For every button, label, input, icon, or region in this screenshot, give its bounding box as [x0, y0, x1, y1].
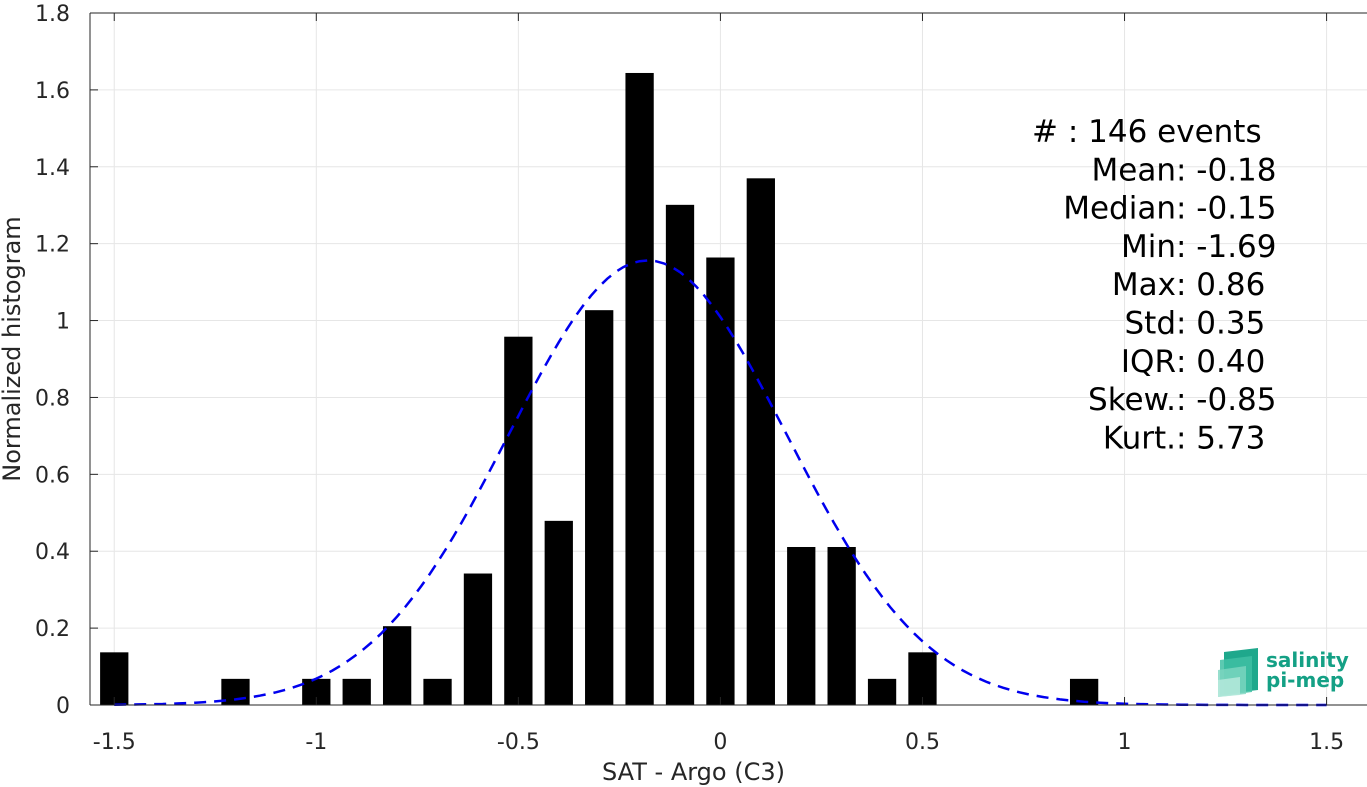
histogram-bar: [625, 72, 654, 706]
salinity-pi-mep-logo: salinity pi-mep: [1218, 648, 1349, 697]
histogram-bar: [827, 546, 856, 705]
histogram-bars: [100, 72, 1099, 706]
histogram-bar: [544, 520, 573, 705]
x-tick-label: 1: [1118, 730, 1132, 755]
stats-line-label: Max: [1112, 267, 1176, 303]
histogram-bar: [382, 626, 412, 705]
y-tick-label: 0: [56, 694, 70, 719]
stats-line-label: Min: [1121, 229, 1176, 265]
histogram-bar: [665, 204, 695, 706]
stats-line-label: Std: [1124, 306, 1176, 342]
stats-line-label: Kurt.: [1103, 420, 1176, 456]
y-tick-label: 1.2: [35, 233, 70, 258]
stats-line-value: : -0.18: [1176, 152, 1277, 188]
stats-line-value: : 0.35: [1176, 306, 1265, 342]
logo-line2: pi-mep: [1266, 668, 1344, 692]
histogram-bar: [423, 678, 452, 705]
x-tick-label: -0.5: [497, 730, 540, 755]
stats-line-value: : 0.86: [1176, 267, 1265, 303]
x-tick-label: 1.5: [1309, 730, 1344, 755]
logo-line1: salinity: [1266, 648, 1349, 672]
y-tick-label: 1.4: [35, 156, 70, 181]
histogram-bar: [504, 336, 533, 705]
y-tick-label: 0.2: [35, 617, 70, 642]
histogram-bar: [746, 178, 775, 706]
stats-line-label: # : 146 events: [1032, 114, 1262, 150]
histogram-bar: [342, 678, 371, 705]
stats-line-label: Mean: [1092, 152, 1176, 188]
y-tick-label: 0.8: [35, 386, 70, 411]
axes: [89, 12, 1367, 706]
stats-line-value: : 5.73: [1176, 420, 1265, 456]
y-tick-label: 1: [56, 310, 70, 335]
y-axis-label: Normalized histogram: [0, 216, 26, 481]
stats-line-label: Skew.: [1088, 382, 1176, 418]
x-tick-label: -1.5: [93, 730, 136, 755]
histogram-bar: [100, 652, 129, 705]
stats-line-value: : -1.69: [1176, 229, 1277, 265]
tick-labels: -1.5 -1 -0.5 0 0.5 1 1.5 0 0.2 0.4 0.6 0.8 1 1.2 1.4 1.…: [35, 2, 1344, 755]
histogram-bar: [585, 310, 614, 705]
stats-line-value: : -0.85: [1176, 382, 1277, 418]
histogram-bar: [908, 652, 937, 705]
histogram-bar: [787, 546, 816, 705]
y-tick-label: 1.8: [35, 2, 70, 27]
logo-waves-icon: [1218, 648, 1258, 697]
x-tick-label: -1: [305, 730, 327, 755]
stats-line-value: : -0.15: [1176, 191, 1277, 227]
y-tick-label: 1.6: [35, 79, 70, 104]
stats-line-label: IQR: [1121, 344, 1176, 380]
x-axis-label: SAT - Argo (C3): [602, 758, 785, 786]
histogram-bar: [706, 257, 735, 705]
stats-line-value: : 0.40: [1176, 344, 1265, 380]
x-tick-label: 0: [713, 730, 727, 755]
y-tick-label: 0.6: [35, 463, 70, 488]
x-tick-label: 0.5: [905, 730, 940, 755]
histogram-bar: [867, 678, 897, 705]
stats-line-label: Median: [1063, 191, 1176, 227]
histogram-bar: [463, 573, 493, 705]
y-tick-label: 0.4: [35, 540, 70, 565]
